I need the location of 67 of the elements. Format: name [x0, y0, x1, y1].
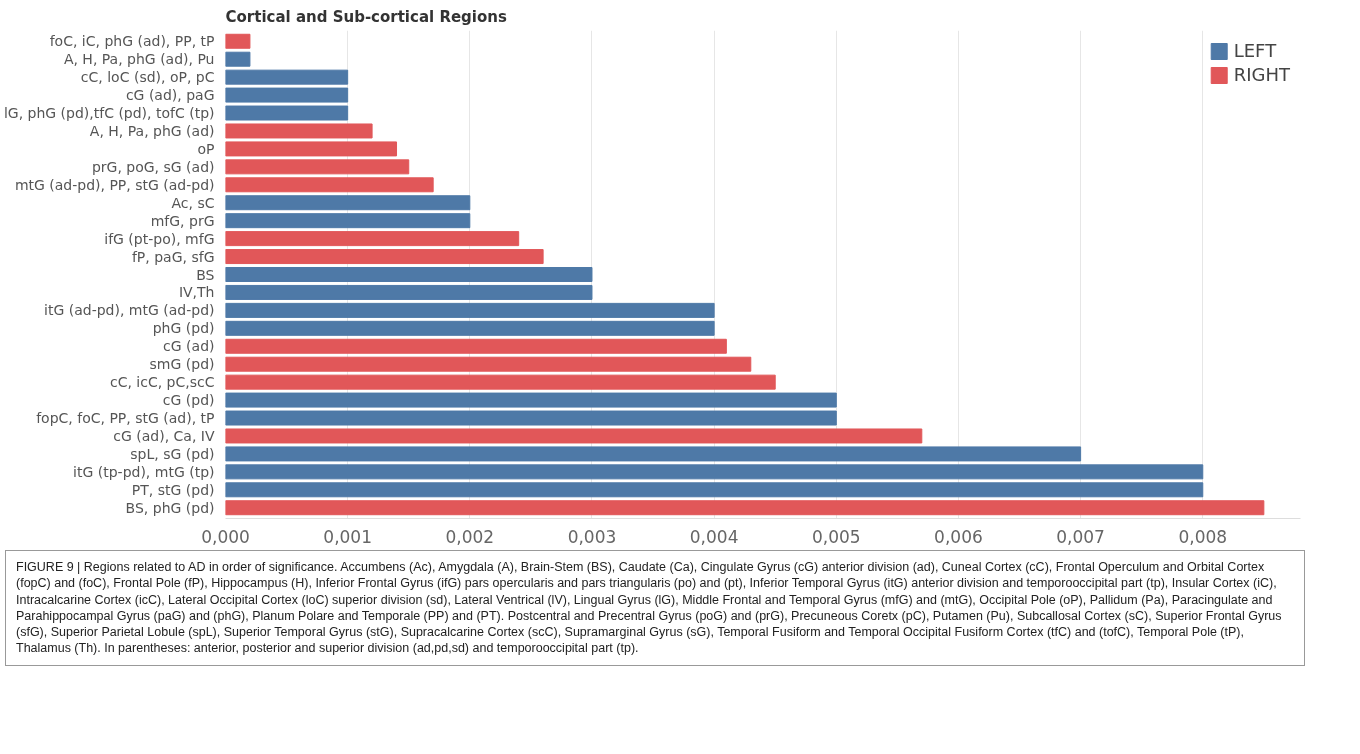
- bar: [225, 159, 410, 175]
- bar: [225, 267, 593, 282]
- y-tick-label: A, H, Pa, phG (ad), Pu: [63, 51, 215, 68]
- bar: [225, 69, 349, 85]
- y-tick-label: cG (ad), Ca, IV: [113, 427, 215, 444]
- y-tick-label: ifG (pt-po), mfG: [104, 230, 215, 247]
- legend-label: LEFT: [1233, 40, 1277, 61]
- bar: [225, 123, 373, 139]
- y-tick-label: oP: [197, 140, 215, 157]
- bar: [225, 195, 471, 211]
- y-tick-label: smG (pd): [149, 356, 215, 373]
- bar: [225, 338, 727, 354]
- y-tick-label: cG (ad): [163, 338, 215, 355]
- y-axis-title: Cortical and Sub-cortical Regions: [225, 7, 507, 26]
- y-tick-label: cG (pd): [162, 392, 215, 409]
- x-tick-label: 0,003: [567, 526, 617, 547]
- bar: [225, 320, 715, 336]
- y-tick-label: A, H, Pa, phG (ad): [89, 122, 215, 139]
- bar: [225, 356, 752, 372]
- bar: [225, 374, 776, 390]
- bar: [225, 87, 349, 103]
- y-tick-label: fopC, foC, PP, stG (ad), tP: [36, 410, 215, 427]
- bar: [225, 446, 1082, 462]
- y-tick-label: PT, stG (pd): [131, 481, 215, 498]
- y-tick-label: mtG (ad-pd), PP, stG (ad-pd): [14, 176, 215, 193]
- y-tick-label: spL, sG (pd): [130, 445, 215, 462]
- bar: [225, 500, 1265, 516]
- y-tick-label: fP, paG, sfG: [131, 248, 215, 265]
- bar: [225, 213, 471, 229]
- legend-label: RIGHT: [1233, 64, 1290, 85]
- y-tick-label: cC, icC, pC,scC: [109, 374, 215, 391]
- x-tick-label: 0,000: [201, 526, 250, 547]
- bar: [225, 410, 837, 426]
- y-tick-label: mfG, prG: [150, 212, 215, 229]
- bar: [225, 141, 398, 157]
- y-tick-label: phG (pd): [152, 320, 215, 337]
- y-tick-label: cC, loC (sd), oP, pC: [80, 69, 215, 86]
- x-tick-label: 0,006: [934, 526, 983, 547]
- y-tick-label: itG (ad-pd), mtG (ad-pd): [44, 302, 215, 319]
- y-tick-label: BS: [196, 266, 215, 283]
- x-tick-label: 0,007: [1056, 526, 1105, 547]
- bar: [225, 33, 251, 49]
- y-tick-label: IV,Th: [178, 284, 215, 301]
- x-tick-label: 0,002: [445, 526, 495, 547]
- bar: [225, 428, 923, 444]
- bar: [225, 392, 837, 408]
- bar: [225, 284, 593, 300]
- bar: [225, 177, 434, 193]
- bar: [225, 482, 1204, 498]
- bar: [225, 302, 715, 318]
- bar: [225, 51, 251, 67]
- bar: [225, 105, 349, 121]
- y-tick-label: foC, iC, phG (ad), PP, tP: [49, 33, 215, 50]
- bar: [225, 464, 1204, 480]
- y-tick-label: itG (tp-pd), mtG (tp): [73, 463, 215, 480]
- y-tick-label: prG, poG, sG (ad): [91, 158, 215, 175]
- y-tick-label: BS, phG (pd): [125, 499, 215, 516]
- x-tick-label: 0,005: [811, 526, 861, 547]
- x-tick-label: 0,001: [323, 526, 372, 547]
- x-tick-label: 0,004: [689, 526, 739, 547]
- y-tick-label: lG, phG (pd),tfC (pd), tofC (tp): [3, 105, 215, 122]
- caption: FIGURE 9 | Regions related to AD in order of significance. Accumbens (Ac), Amygdala (A), Brain-Stem (BS), Caudate (Ca), Cingulate Gyrus (cG) anterior division (ad), Cuneal Cortex (cC), Frontal Operculum and Orbital Cortex (fopC) and (foC), Frontal Pole (fP), Hippocampus (H), Inferior Frontal Gyrus (ifG) pars opercularis and pars triangularis (po) and (pt), Inferior Temporal Gyrus (itG) anterior division and temporooccipital part (tp), Insular Cortex (iC), Intracalcarine Cortex (icC), Lateral Occipital Cortex (loC) superior division (sd), Lateral Ventrical (lV), Lingual Gyrus (lG), Middle Frontal and Temporal Gyrus (mfG) and (mtG), Occipital Pole (oP), Pallidum (Pa), Paracingulate and Parahippocampal Gyrus (paG) and (phG), Planum Polare and Temporale (PP) and (PT). Postcentral and Precentral Gyrus (poG) and (prG), Precuneous Coretx (pC), Putamen (Pu), Subcallosal Cortex (sC), Superior Frontal Gyrus (sfG), Superior Parietal Lobule (spL), Superior Temporal Gyrus (stG), Supracalcarine Cortex (scC), Supramarginal Gyrus (sG), Temporal Fusiform and Temporal Occipital Fusiform Cortex (tfC) and (tofC), Temporal Pole (tP), Thalamus (Th). In parentheses: anterior, posterior and superior division (ad,pd,sd) and temporooccipital part (tp).: [5, 550, 1305, 666]
- bar: [225, 231, 520, 247]
- x-tick-label: 0,008: [1178, 526, 1228, 547]
- bar: [225, 249, 544, 265]
- y-tick-label: Ac, sC: [171, 194, 215, 211]
- y-tick-label: cG (ad), paG: [125, 87, 215, 104]
